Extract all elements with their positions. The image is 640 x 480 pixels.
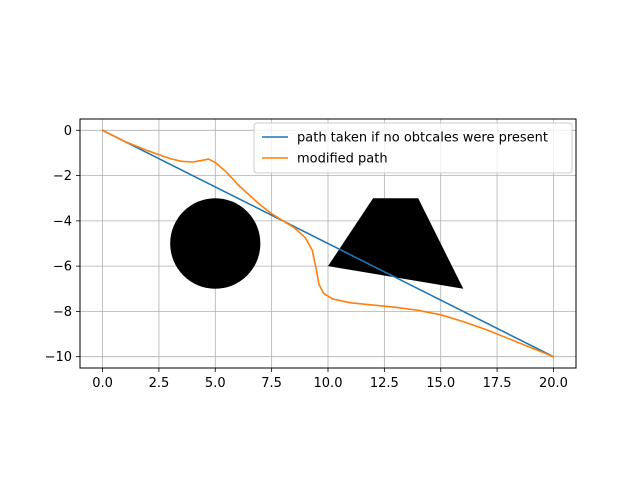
x-tick-label-7: 17.5: [483, 376, 512, 391]
x-tick-label-3: 7.5: [261, 376, 282, 391]
y-tick-label-4: −8: [53, 305, 72, 320]
x-tick-label-2: 5.0: [205, 376, 226, 391]
y-tick-label-1: −2: [53, 169, 72, 184]
series-lines: [101, 129, 555, 358]
obstacles: [170, 198, 464, 289]
y-tick-label-3: −6: [53, 260, 72, 275]
legend: path taken if no obtcales were present mo…: [253, 122, 573, 174]
series-line-0: [101, 129, 555, 358]
x-tick-label-0: 0.0: [92, 376, 113, 391]
series-line-1: [101, 129, 555, 358]
y-tick-label-5: −10: [45, 350, 72, 365]
legend-label-1: modified path: [297, 152, 388, 167]
obstacle-circle: [170, 198, 261, 289]
x-tick-label-5: 12.5: [370, 376, 399, 391]
obstacle-polygon: [328, 198, 464, 289]
ticks: 0.0 2.5 5.0 7.5 10.0 12.5 15.0 17.5 20.0 0 −2 −4 −6 −…: [45, 124, 568, 391]
y-tick-label-0: 0: [64, 124, 72, 139]
legend-label-0: path taken if no obtcales were present: [297, 131, 548, 146]
x-tick-label-8: 20.0: [539, 376, 568, 391]
x-tick-label-1: 2.5: [149, 376, 170, 391]
x-tick-label-6: 15.0: [426, 376, 455, 391]
x-tick-label-4: 10.0: [314, 376, 343, 391]
legend-box: [253, 122, 573, 174]
y-tick-label-2: −4: [53, 214, 72, 229]
